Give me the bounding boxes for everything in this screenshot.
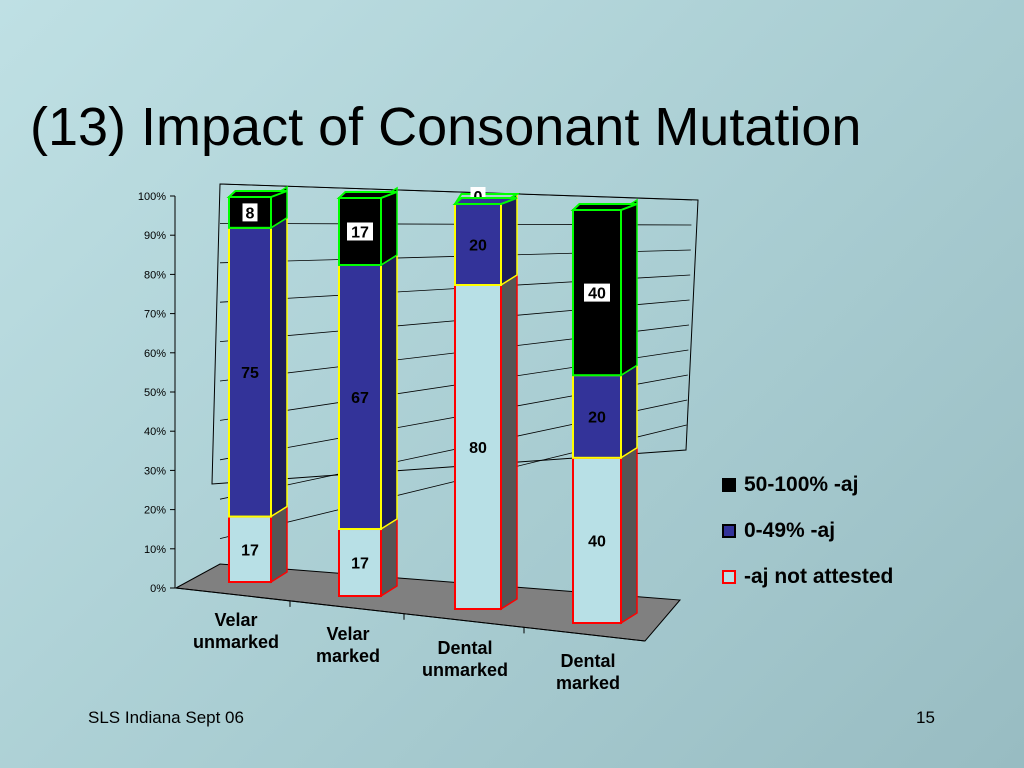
legend-label-not-attested: -aj not attested xyxy=(744,565,894,588)
legend-item-50-100: 50-100% -aj xyxy=(722,462,893,508)
data-label: 67 xyxy=(351,390,369,407)
data-label: 20 xyxy=(588,410,606,427)
bar-segment xyxy=(338,528,382,597)
gridline-10 xyxy=(219,183,693,201)
bar-segment xyxy=(454,284,502,610)
x-label-line2: marked xyxy=(556,673,620,693)
x-label-line1: Dental xyxy=(437,638,492,658)
x-label-line2: marked xyxy=(316,646,380,666)
bar-top-cap xyxy=(452,197,518,205)
legend-label-50-100: 50-100% -aj xyxy=(744,473,859,496)
legend-item-not-attested: -aj not attested xyxy=(722,554,893,600)
data-label: 40 xyxy=(588,533,606,550)
page-number: 15 xyxy=(916,708,935,727)
bar-segment xyxy=(338,263,382,531)
legend-label-0-49: 0-49% -aj xyxy=(744,519,836,542)
bar-segment xyxy=(572,374,622,459)
legend-swatch-not-attested xyxy=(722,570,736,584)
y-tick-label: 30% xyxy=(144,465,166,477)
legend: 50-100% -aj 0-49% -aj -aj not attested xyxy=(722,462,893,600)
data-label: 80 xyxy=(469,440,487,457)
y-tick-label: 0% xyxy=(150,583,166,595)
bar-side-0 xyxy=(380,517,398,598)
data-label: 40 xyxy=(588,286,606,303)
bar-side-1 xyxy=(620,363,638,460)
bar-segment xyxy=(228,226,272,518)
y-tick-label: 40% xyxy=(144,426,166,438)
y-tick-label: 80% xyxy=(144,269,166,281)
y-tick-label: 50% xyxy=(144,387,166,399)
bar-side-0 xyxy=(620,446,638,625)
page-title: (13) Impact of Consonant Mutation xyxy=(30,97,862,157)
footer-source: SLS Indiana Sept 06 xyxy=(88,708,244,727)
y-tick-label: 90% xyxy=(144,230,166,242)
bar-side-1 xyxy=(500,192,518,287)
bar-side-1 xyxy=(270,216,288,518)
x-label-line2: unmarked xyxy=(193,632,279,652)
bar-top-cap xyxy=(336,191,398,199)
x-label-line2: unmarked xyxy=(422,660,508,680)
bar-segment xyxy=(572,456,622,624)
bar-side-0 xyxy=(270,505,288,584)
data-label: 75 xyxy=(241,365,259,382)
data-label-bg xyxy=(242,203,258,222)
data-label: 8 xyxy=(246,205,255,222)
data-label: 20 xyxy=(469,238,487,255)
x-label-line1: Dental xyxy=(560,651,615,671)
bar-top-cap xyxy=(226,190,288,198)
x-label-line1: Velar xyxy=(326,624,369,644)
data-label: 17 xyxy=(351,224,369,241)
data-label-bg xyxy=(347,222,373,241)
data-label-bg xyxy=(584,283,610,302)
y-tick-label: 20% xyxy=(144,505,166,517)
y-tick-label: 60% xyxy=(144,348,166,360)
bar-segment xyxy=(454,203,502,286)
bar-side-0 xyxy=(500,273,518,611)
legend-item-0-49: 0-49% -aj xyxy=(722,508,893,554)
legend-swatch-0-49 xyxy=(722,524,736,538)
data-label: 17 xyxy=(241,542,259,559)
legend-swatch-50-100 xyxy=(722,478,736,492)
bar-top-cap xyxy=(570,203,638,211)
y-tick-label: 100% xyxy=(138,191,166,203)
x-axis-line xyxy=(175,587,646,642)
y-tick-label: 70% xyxy=(144,309,166,321)
x-label-line1: Velar xyxy=(214,610,257,630)
bar-side-1 xyxy=(380,253,398,531)
y-tick-label: 10% xyxy=(144,544,166,556)
bar-side-2 xyxy=(620,198,638,377)
bar-side-2 xyxy=(380,186,398,267)
data-label: 17 xyxy=(351,556,369,573)
